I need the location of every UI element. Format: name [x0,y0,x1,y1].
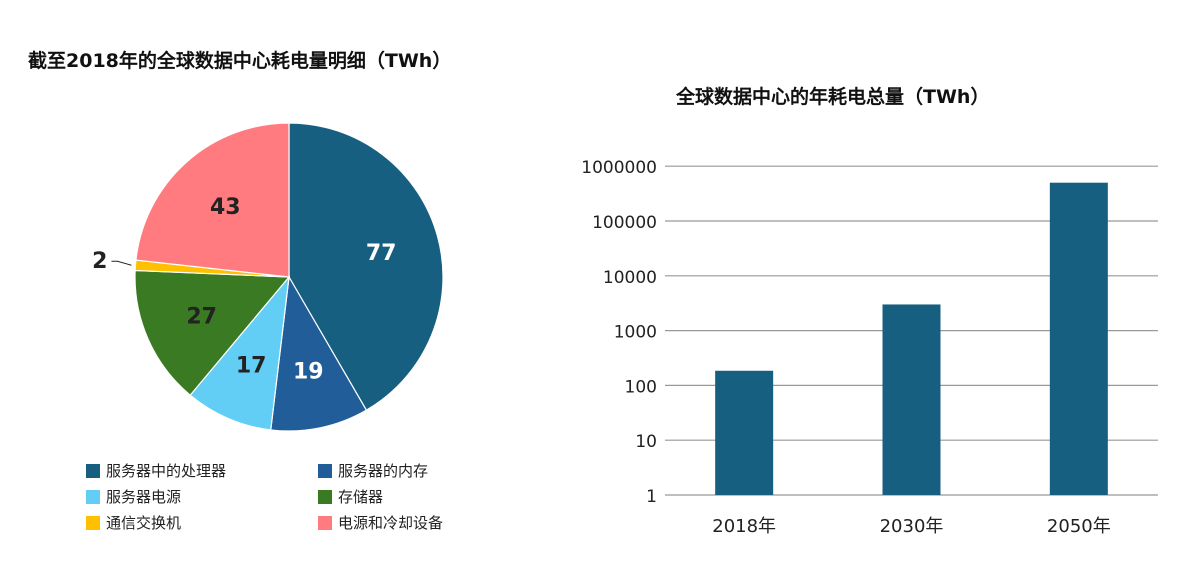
bar-title: 全球数据中心的年耗电总量（TWh） [676,86,990,108]
y-tick-label: 1000 [614,323,657,343]
y-tick-label: 1000000 [581,158,657,178]
bar [882,304,941,495]
data-label: 77 [366,241,397,266]
legend-item: 服务器的内存 [318,460,518,481]
y-tick-label: 100000 [592,213,657,233]
x-tick-label: 2050年 [1047,516,1111,537]
x-tick-label: 2018年 [712,516,776,537]
legend-swatch [86,515,100,530]
bar [715,370,774,495]
legend-swatch [318,515,332,530]
legend-item: 电源和冷却设备 [318,512,518,533]
legend-label: 服务器电源 [106,488,182,506]
data-label: 43 [210,195,241,220]
y-tick-label: 10000 [603,268,657,288]
y-tick-label: 10 [635,432,657,452]
legend-label: 通信交换机 [106,514,182,532]
legend-label: 服务器的内存 [338,462,429,480]
pie-slice [189,275,290,431]
legend-swatch [86,463,100,478]
pie-slice [288,122,444,411]
data-label: 2 [92,249,107,274]
legend-label: 服务器中的处理器 [106,462,227,480]
pie-slice [135,122,290,278]
legend-label: 电源和冷却设备 [338,514,444,532]
y-tick-label: 100 [625,377,657,397]
leader-line [111,260,132,266]
legend-item: 存储器 [318,486,518,507]
legend-item: 服务器中的处理器 [86,460,318,481]
legend-label: 存储器 [338,488,384,506]
legend-swatch [86,489,100,504]
data-label: 17 [236,354,267,379]
data-label: 19 [293,360,324,385]
legend-swatch [318,489,332,504]
x-tick-label: 2030年 [880,516,944,537]
pie-slice [134,269,291,397]
legend-swatch [318,463,332,478]
y-tick-label: 1 [646,487,657,507]
legend-item: 通信交换机 [86,512,318,533]
legend-item: 服务器电源 [86,486,318,507]
pie-title: 截至2018年的全球数据中心耗电量明细（TWh） [28,50,452,72]
pie-legend: 服务器中的处理器 服务器的内存服务器电源 存储器通信交换机 电源和冷却设备 [86,460,518,533]
data-label: 27 [186,305,217,330]
bar [1049,182,1108,495]
pie-slice [270,275,368,432]
